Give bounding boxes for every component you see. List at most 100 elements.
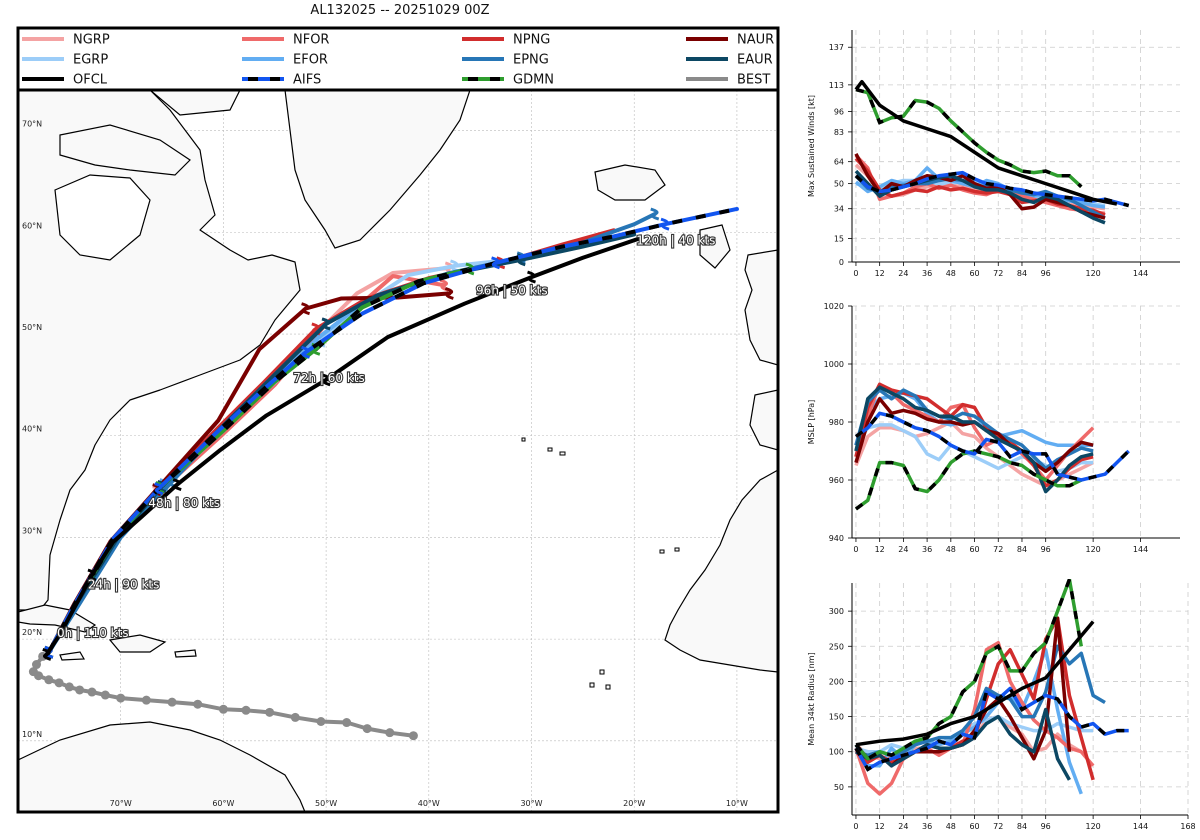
lat-label: 60°N [22,221,42,230]
track-marker [450,259,459,273]
track-marker [362,724,372,734]
legend-label-npng: NPNG [513,33,550,48]
track-marker [193,699,203,709]
legend: NGRP NFOR NPNG NAUR EGRP EFOR EPNG EAUR OFCL AIFS… [22,33,774,88]
y-tick-label: 137 [829,43,844,52]
legend-label-epng: EPNG [513,53,549,68]
lat-label: 30°N [22,526,42,535]
series-ofcl [855,620,1095,747]
track-marker [87,687,97,697]
track-marker [408,731,418,741]
lon-label: 10°W [726,799,748,808]
x-tick-label: 144 [1133,822,1148,831]
y-axis-label: Mean 34kt Radius [nm] [807,652,816,745]
track-marker [321,373,331,387]
x-tick-label: 36 [922,545,932,554]
panel-grid: 0 12 24 36 48 60 72 84 96 120 144 168 50 100 150 200 250… [829,583,1196,831]
x-tick-label: 60 [969,545,979,554]
lat-label: 10°N [22,730,42,739]
europe-land [699,224,778,366]
panel-series [854,579,1129,796]
x-tick-label: 24 [898,269,908,278]
track-marker [167,697,177,707]
track-aifs-dash [47,207,738,654]
track-gdmn-dash [47,267,471,654]
figure-title: AL132025 -- 20251029 00Z [310,3,490,18]
y-tick-label: 15 [834,234,844,243]
x-tick-label: 144 [1133,545,1148,554]
lon-label: 20°W [623,799,645,808]
legend-label-nfor: NFOR [293,33,329,48]
x-tick-label: 24 [898,545,908,554]
track-marker [321,317,331,331]
y-tick-label: 50 [834,783,844,792]
track-label: 48h | 80 kts [148,496,220,510]
track-marker [491,256,501,270]
series-gdmn-dash [854,579,1083,762]
x-tick-label: 168 [1180,822,1195,831]
y-tick-label: 96 [834,108,844,117]
atlantic-islands [521,437,680,690]
track-marker [87,568,97,582]
track-map: 0h | 110 kts 24h | 90 kts 48h | 80 kts 72h … [16,26,780,814]
x-tick-label: 144 [1133,269,1148,278]
x-tick-label: 36 [922,822,932,831]
track-marker [42,647,52,661]
series-ofcl [854,79,1118,206]
y-tick-label: 100 [829,748,844,757]
track-marker [44,675,54,685]
iceland-land [594,164,666,201]
track-marker [301,302,311,316]
x-tick-label: 72 [993,545,1003,554]
track-label: 96h | 50 kts [476,283,548,297]
africa-land [664,469,778,673]
legend-label-gdmn: GDMN [513,73,554,88]
series-egrp [855,714,1094,754]
lon-label: 60°W [212,799,234,808]
x-tick-label: 120 [1085,269,1100,278]
land-masses [18,90,778,812]
track-marker [650,207,660,221]
series-aifs-dash [854,170,1130,208]
track-marker [100,690,110,700]
y-tick-label: 1000 [824,360,844,369]
track-marker [218,704,228,714]
panel-series [854,382,1130,511]
panel-series [854,79,1130,225]
jamaica-land [59,651,86,661]
south-america-land [18,721,306,812]
lat-label: 70°N [22,120,42,129]
x-tick-label: 84 [1017,269,1027,278]
track-label: 0h | 110 kts [57,626,129,640]
y-axis-label: Max Sustained Winds [kt] [807,95,816,197]
y-tick-label: 64 [834,158,844,167]
x-tick-label: 0 [853,822,858,831]
hudson-bay-water [54,174,151,261]
x-tick-label: 96 [1041,545,1051,554]
x-tick-label: 96 [1041,269,1051,278]
y-tick-label: 150 [829,713,844,722]
arctic-islands [59,90,241,176]
series-aifs-dash [854,685,1129,772]
track-marker [301,345,311,359]
track-marker [28,667,38,677]
legend-box [16,26,780,92]
track-marker [116,693,126,703]
intensity-panel: 0122436486072849612014416801534506483961… [807,30,1180,278]
longitude-labels: 70°W 60°W 50°W 40°W 30°W 20°W 10°W [110,799,748,808]
x-tick-label: 120 [1085,545,1100,554]
track-marker [64,682,74,692]
y-tick-label: 83 [834,128,844,137]
track-marker [316,716,326,726]
series-eaur [855,707,1071,781]
x-tick-label: 12 [875,822,885,831]
y-tick-label: 960 [829,476,844,485]
track-labels: 0h | 110 kts 24h | 90 kts 48h | 80 kts 72h … [56,232,717,641]
track-marker [444,286,454,300]
track-marker [660,217,670,231]
y-tick-label: 0 [839,258,844,267]
y-tick-label: 34 [834,205,844,214]
y-tick-label: 50 [834,180,844,189]
series-aifs-dash [854,411,1130,482]
y-tick-label: 940 [829,534,844,543]
